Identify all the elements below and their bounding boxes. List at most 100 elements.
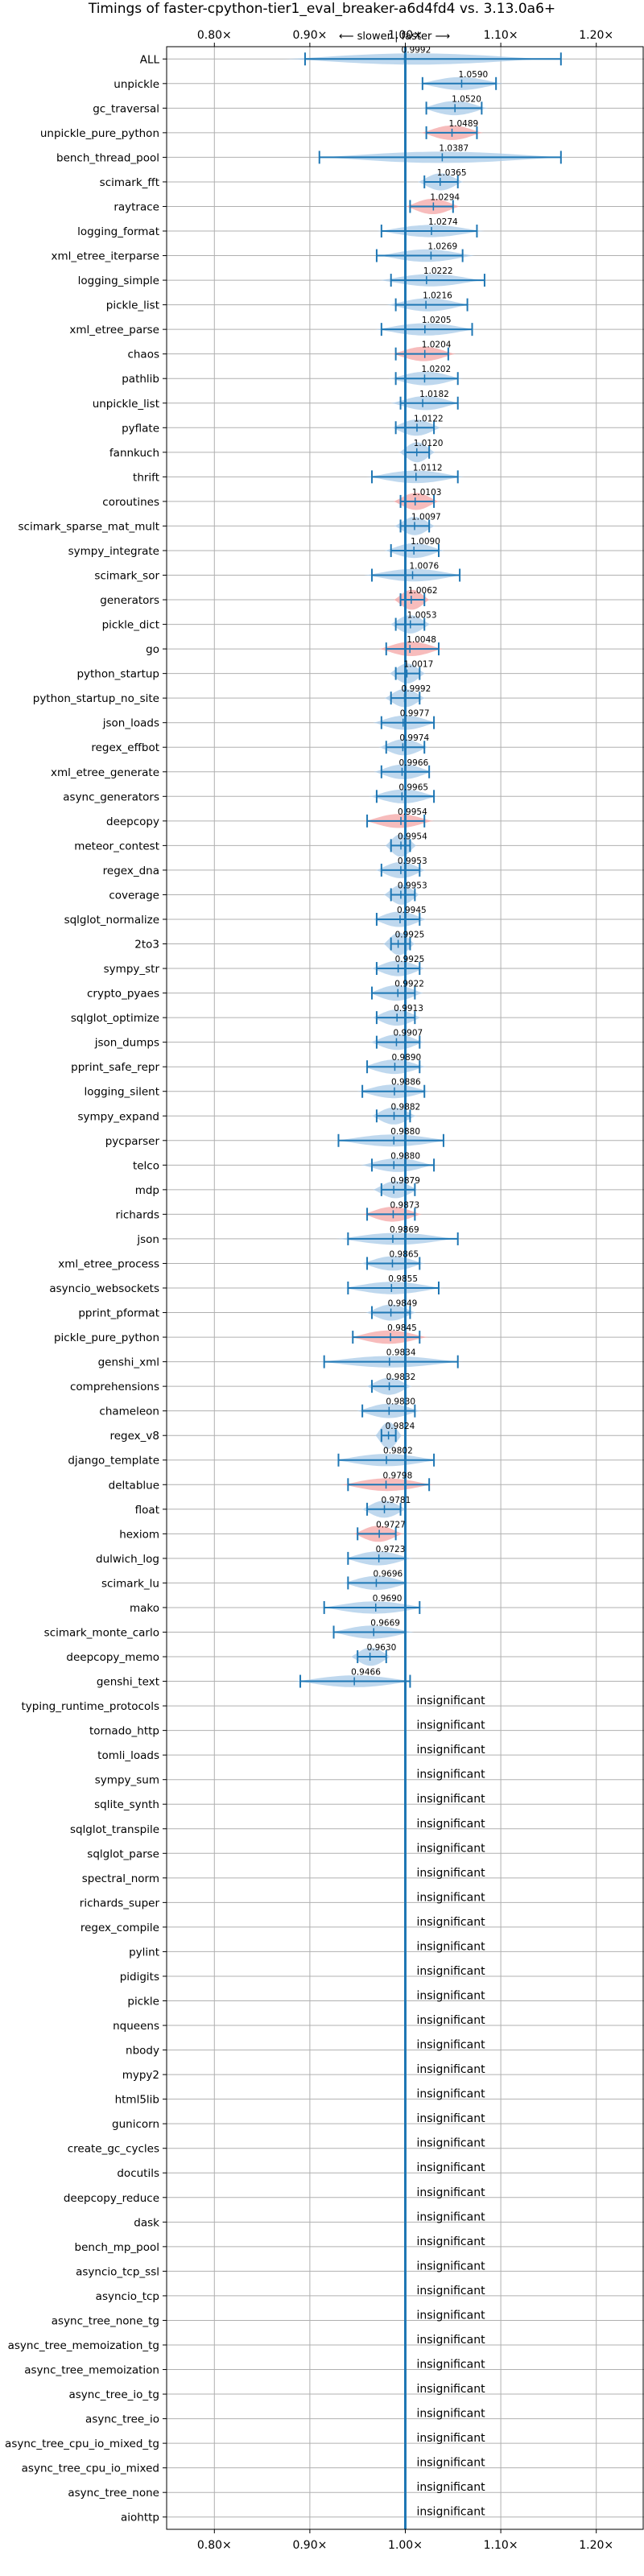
value-label: 0.9890 xyxy=(391,1053,421,1063)
category-label: sqlglot_optimize xyxy=(71,1012,159,1025)
value-label: 1.0076 xyxy=(410,561,440,571)
category-label: dask xyxy=(134,2216,159,2229)
category-label: sqlglot_normalize xyxy=(64,914,159,927)
value-label: 0.9832 xyxy=(386,1373,416,1382)
category-label: pickle_pure_python xyxy=(54,1331,159,1344)
value-label: 1.0520 xyxy=(452,94,481,104)
value-label: 0.9974 xyxy=(399,733,429,743)
category-label: meteor_contest xyxy=(74,840,159,852)
category-label: coroutines xyxy=(102,496,159,509)
category-label: async_tree_cpu_io_mixed_tg xyxy=(5,2438,159,2450)
insignificant-label: insignificant xyxy=(417,1891,486,1904)
category-label: xml_etree_generate xyxy=(51,766,159,779)
value-labels: 0.9992 1.0590 1.0520 1.0489 1.0387 1.0365 1.02… xyxy=(351,45,488,2518)
value-label: 0.9966 xyxy=(398,758,428,768)
value-label: 0.9992 xyxy=(402,684,431,694)
insignificant-label: insignificant xyxy=(417,1793,486,1806)
value-label: 1.0103 xyxy=(412,488,442,497)
direction-annotation: ⟵ slower | faster ⟶ xyxy=(339,31,450,43)
category-label: comprehensions xyxy=(70,1381,159,1393)
category-label: async_tree_io xyxy=(85,2413,159,2426)
category-label: nbody xyxy=(126,2045,159,2058)
value-label: 0.9886 xyxy=(391,1078,421,1088)
category-label: async_generators xyxy=(63,791,159,803)
insignificant-label: insignificant xyxy=(417,2359,486,2372)
category-label: asyncio_tcp xyxy=(96,2290,159,2303)
category-label: async_tree_cpu_io_mixed xyxy=(22,2462,159,2475)
value-label: 1.0216 xyxy=(423,291,452,301)
value-label: 0.9880 xyxy=(390,1151,420,1161)
category-label: async_tree_memoization_tg xyxy=(8,2339,159,2352)
category-label: bench_mp_pool xyxy=(75,2241,159,2254)
category-label: scimark_sor xyxy=(94,569,159,582)
x-tick-label-top: 1.10× xyxy=(484,29,518,42)
value-label: 0.9690 xyxy=(373,1594,402,1604)
insignificant-label: insignificant xyxy=(417,2186,486,2199)
value-label: 0.9865 xyxy=(389,1249,419,1259)
category-label: unpickle_list xyxy=(93,398,159,411)
category-label: regex_compile xyxy=(80,1922,159,1934)
category-label: sqlglot_transpile xyxy=(70,1823,159,1836)
category-label: mypy2 xyxy=(122,2069,159,2082)
insignificant-label: insignificant xyxy=(417,1719,486,1732)
category-label: pathlib xyxy=(122,373,159,386)
category-label: pickle_list xyxy=(106,299,159,312)
category-label: python_startup xyxy=(76,668,159,681)
value-label: 0.9922 xyxy=(394,980,424,989)
value-label: 0.9953 xyxy=(398,881,427,890)
category-label: xml_etree_process xyxy=(58,1257,159,1270)
category-label: pprint_pformat xyxy=(78,1307,159,1320)
value-label: 1.0053 xyxy=(407,611,437,621)
insignificant-label: insignificant xyxy=(417,2235,486,2248)
category-label: thrift xyxy=(133,471,159,484)
category-label: json_dumps xyxy=(94,1037,159,1050)
value-label: 1.0062 xyxy=(408,586,438,596)
value-label: 1.0590 xyxy=(458,70,488,80)
category-label: raytrace xyxy=(114,200,159,213)
category-label: regex_v8 xyxy=(109,1430,159,1443)
value-label: 0.9945 xyxy=(397,906,427,915)
insignificant-label: insignificant xyxy=(417,2383,486,2396)
insignificant-label: insignificant xyxy=(417,2014,486,2027)
value-label: 1.0365 xyxy=(437,168,467,178)
category-label: async_tree_none xyxy=(68,2487,159,2500)
category-label: pycparser xyxy=(105,1135,160,1148)
category-label: logging_simple xyxy=(78,275,159,287)
value-label: 0.9907 xyxy=(393,1029,423,1038)
category-label: bench_thread_pool xyxy=(56,151,159,164)
x-tick-label-bottom: 1.20× xyxy=(579,2539,613,2552)
value-label: 0.9855 xyxy=(388,1274,418,1284)
category-label: json xyxy=(136,1233,159,1246)
category-label: hexiom xyxy=(119,1528,159,1541)
insignificant-label: insignificant xyxy=(417,2211,486,2223)
category-label: deltablue xyxy=(109,1479,159,1492)
category-label: docutils xyxy=(117,2167,159,2180)
category-label: pprint_safe_repr xyxy=(71,1061,159,1074)
insignificant-label: insignificant xyxy=(417,2408,486,2421)
category-label: spectral_norm xyxy=(82,1872,159,1885)
value-label: 0.9466 xyxy=(351,1668,381,1678)
value-label: 1.0090 xyxy=(411,537,440,547)
category-label: tomli_loads xyxy=(97,1749,159,1762)
x-tick-label-top: 1.00× xyxy=(388,29,423,42)
value-label: 0.9879 xyxy=(390,1176,420,1186)
category-label: deepcopy_reduce xyxy=(64,2192,159,2205)
insignificant-label: insignificant xyxy=(417,1940,486,1953)
value-label: 0.9727 xyxy=(376,1520,406,1530)
category-label: pickle_dict xyxy=(102,619,159,632)
category-label: aiohttp xyxy=(121,2512,159,2524)
whiskers xyxy=(299,52,562,1688)
value-label: 0.9630 xyxy=(367,1643,397,1653)
category-label: scimark_fft xyxy=(100,176,159,189)
category-label: pickle xyxy=(127,1996,159,2008)
value-label: 0.9953 xyxy=(398,857,427,866)
category-label: async_tree_none_tg xyxy=(52,2314,159,2327)
value-label: 0.9965 xyxy=(398,782,428,792)
insignificant-label: insignificant xyxy=(417,1818,486,1831)
insignificant-label: insignificant xyxy=(417,1744,486,1757)
value-label: 0.9824 xyxy=(386,1422,415,1431)
value-label: 0.9834 xyxy=(386,1348,416,1358)
insignificant-label: insignificant xyxy=(417,2161,486,2174)
insignificant-label: insignificant xyxy=(417,1842,486,1855)
insignificant-label: insignificant xyxy=(417,1695,486,1707)
